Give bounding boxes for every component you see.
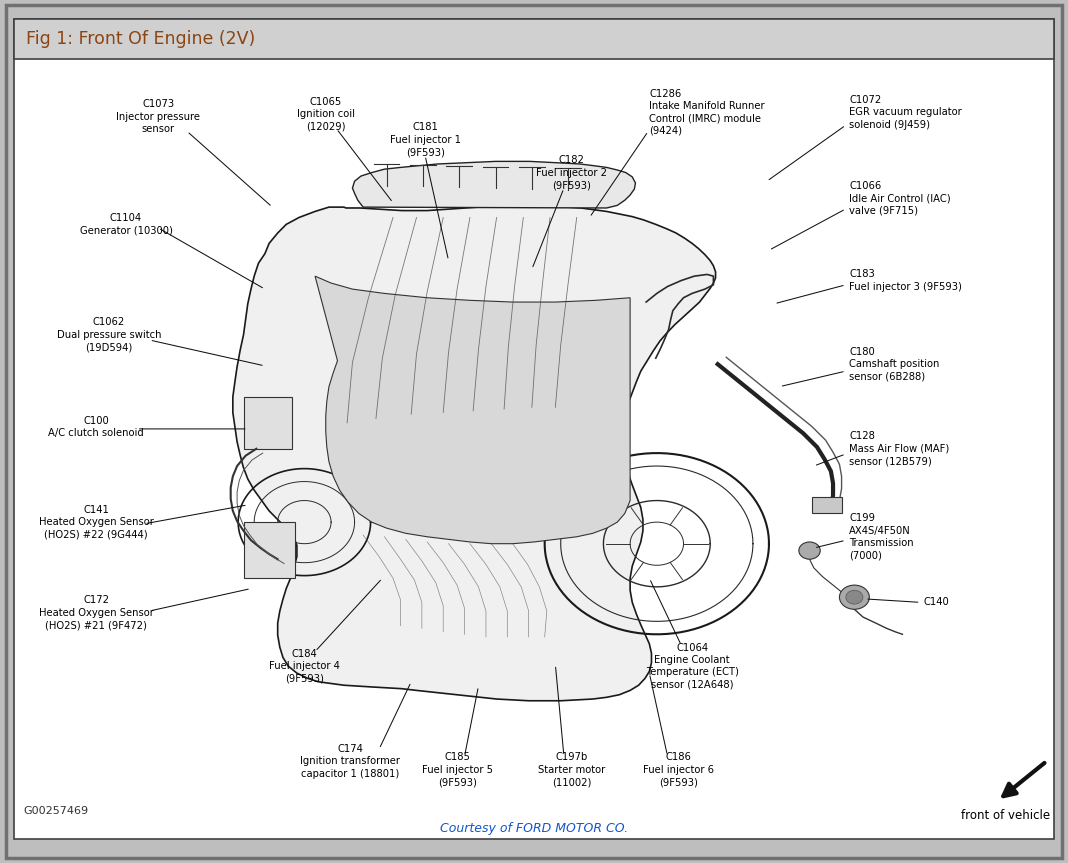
Text: C1073
Injector pressure
sensor: C1073 Injector pressure sensor bbox=[116, 99, 200, 134]
FancyBboxPatch shape bbox=[14, 19, 1054, 839]
Text: Fig 1: Front Of Engine (2V): Fig 1: Front Of Engine (2V) bbox=[26, 30, 255, 47]
FancyBboxPatch shape bbox=[14, 19, 1054, 59]
Text: C141
Heated Oxygen Sensor
(HO2S) #22 (9G444): C141 Heated Oxygen Sensor (HO2S) #22 (9G… bbox=[38, 505, 154, 539]
Text: C180
Camshaft position
sensor (6B288): C180 Camshaft position sensor (6B288) bbox=[849, 347, 940, 381]
Text: C1066
Idle Air Control (IAC)
valve (9F715): C1066 Idle Air Control (IAC) valve (9F71… bbox=[849, 181, 951, 216]
Text: G00257469: G00257469 bbox=[23, 805, 89, 816]
FancyBboxPatch shape bbox=[812, 497, 842, 513]
Text: C1286
Intake Manifold Runner
Control (IMRC) module
(9424): C1286 Intake Manifold Runner Control (IM… bbox=[649, 89, 765, 135]
Text: C140: C140 bbox=[924, 597, 949, 608]
Text: C1065
Ignition coil
(12029): C1065 Ignition coil (12029) bbox=[297, 97, 355, 131]
Circle shape bbox=[846, 590, 863, 604]
Text: Courtesy of FORD MOTOR CO.: Courtesy of FORD MOTOR CO. bbox=[440, 822, 628, 835]
Text: C1104
Generator (10300): C1104 Generator (10300) bbox=[80, 213, 172, 236]
Text: C172
Heated Oxygen Sensor
(HO2S) #21 (9F472): C172 Heated Oxygen Sensor (HO2S) #21 (9F… bbox=[38, 595, 154, 630]
Polygon shape bbox=[233, 205, 716, 701]
FancyBboxPatch shape bbox=[6, 5, 1062, 858]
Text: C128
Mass Air Flow (MAF)
sensor (12B579): C128 Mass Air Flow (MAF) sensor (12B579) bbox=[849, 432, 949, 466]
Text: C184
Fuel injector 4
(9F593): C184 Fuel injector 4 (9F593) bbox=[269, 649, 340, 683]
Polygon shape bbox=[352, 161, 635, 208]
Text: C181
Fuel injector 1
(9F593): C181 Fuel injector 1 (9F593) bbox=[390, 123, 460, 157]
Circle shape bbox=[799, 542, 820, 559]
FancyBboxPatch shape bbox=[244, 522, 295, 578]
Text: C182
Fuel injector 2
(9F593): C182 Fuel injector 2 (9F593) bbox=[536, 155, 607, 190]
Text: C185
Fuel injector 5
(9F593): C185 Fuel injector 5 (9F593) bbox=[422, 753, 492, 787]
Text: C183
Fuel injector 3 (9F593): C183 Fuel injector 3 (9F593) bbox=[849, 269, 962, 292]
Text: C186
Fuel injector 6
(9F593): C186 Fuel injector 6 (9F593) bbox=[643, 753, 713, 787]
Text: C1064
Engine Coolant
Temperature (ECT)
sensor (12A648): C1064 Engine Coolant Temperature (ECT) s… bbox=[646, 643, 738, 690]
Text: C1062
Dual pressure switch
(19D594): C1062 Dual pressure switch (19D594) bbox=[57, 318, 161, 352]
Text: C100
A/C clutch solenoid: C100 A/C clutch solenoid bbox=[48, 416, 144, 438]
Circle shape bbox=[839, 585, 869, 609]
Text: front of vehicle: front of vehicle bbox=[961, 809, 1051, 822]
Text: C197b
Starter motor
(11002): C197b Starter motor (11002) bbox=[538, 753, 604, 787]
Text: C1072
EGR vacuum regulator
solenoid (9J459): C1072 EGR vacuum regulator solenoid (9J4… bbox=[849, 95, 962, 129]
Text: C199
AX4S/4F50N
Transmission
(7000): C199 AX4S/4F50N Transmission (7000) bbox=[849, 513, 914, 560]
Text: C174
Ignition transformer
capacitor 1 (18801): C174 Ignition transformer capacitor 1 (1… bbox=[300, 744, 400, 778]
Polygon shape bbox=[315, 276, 630, 544]
FancyBboxPatch shape bbox=[244, 397, 292, 449]
